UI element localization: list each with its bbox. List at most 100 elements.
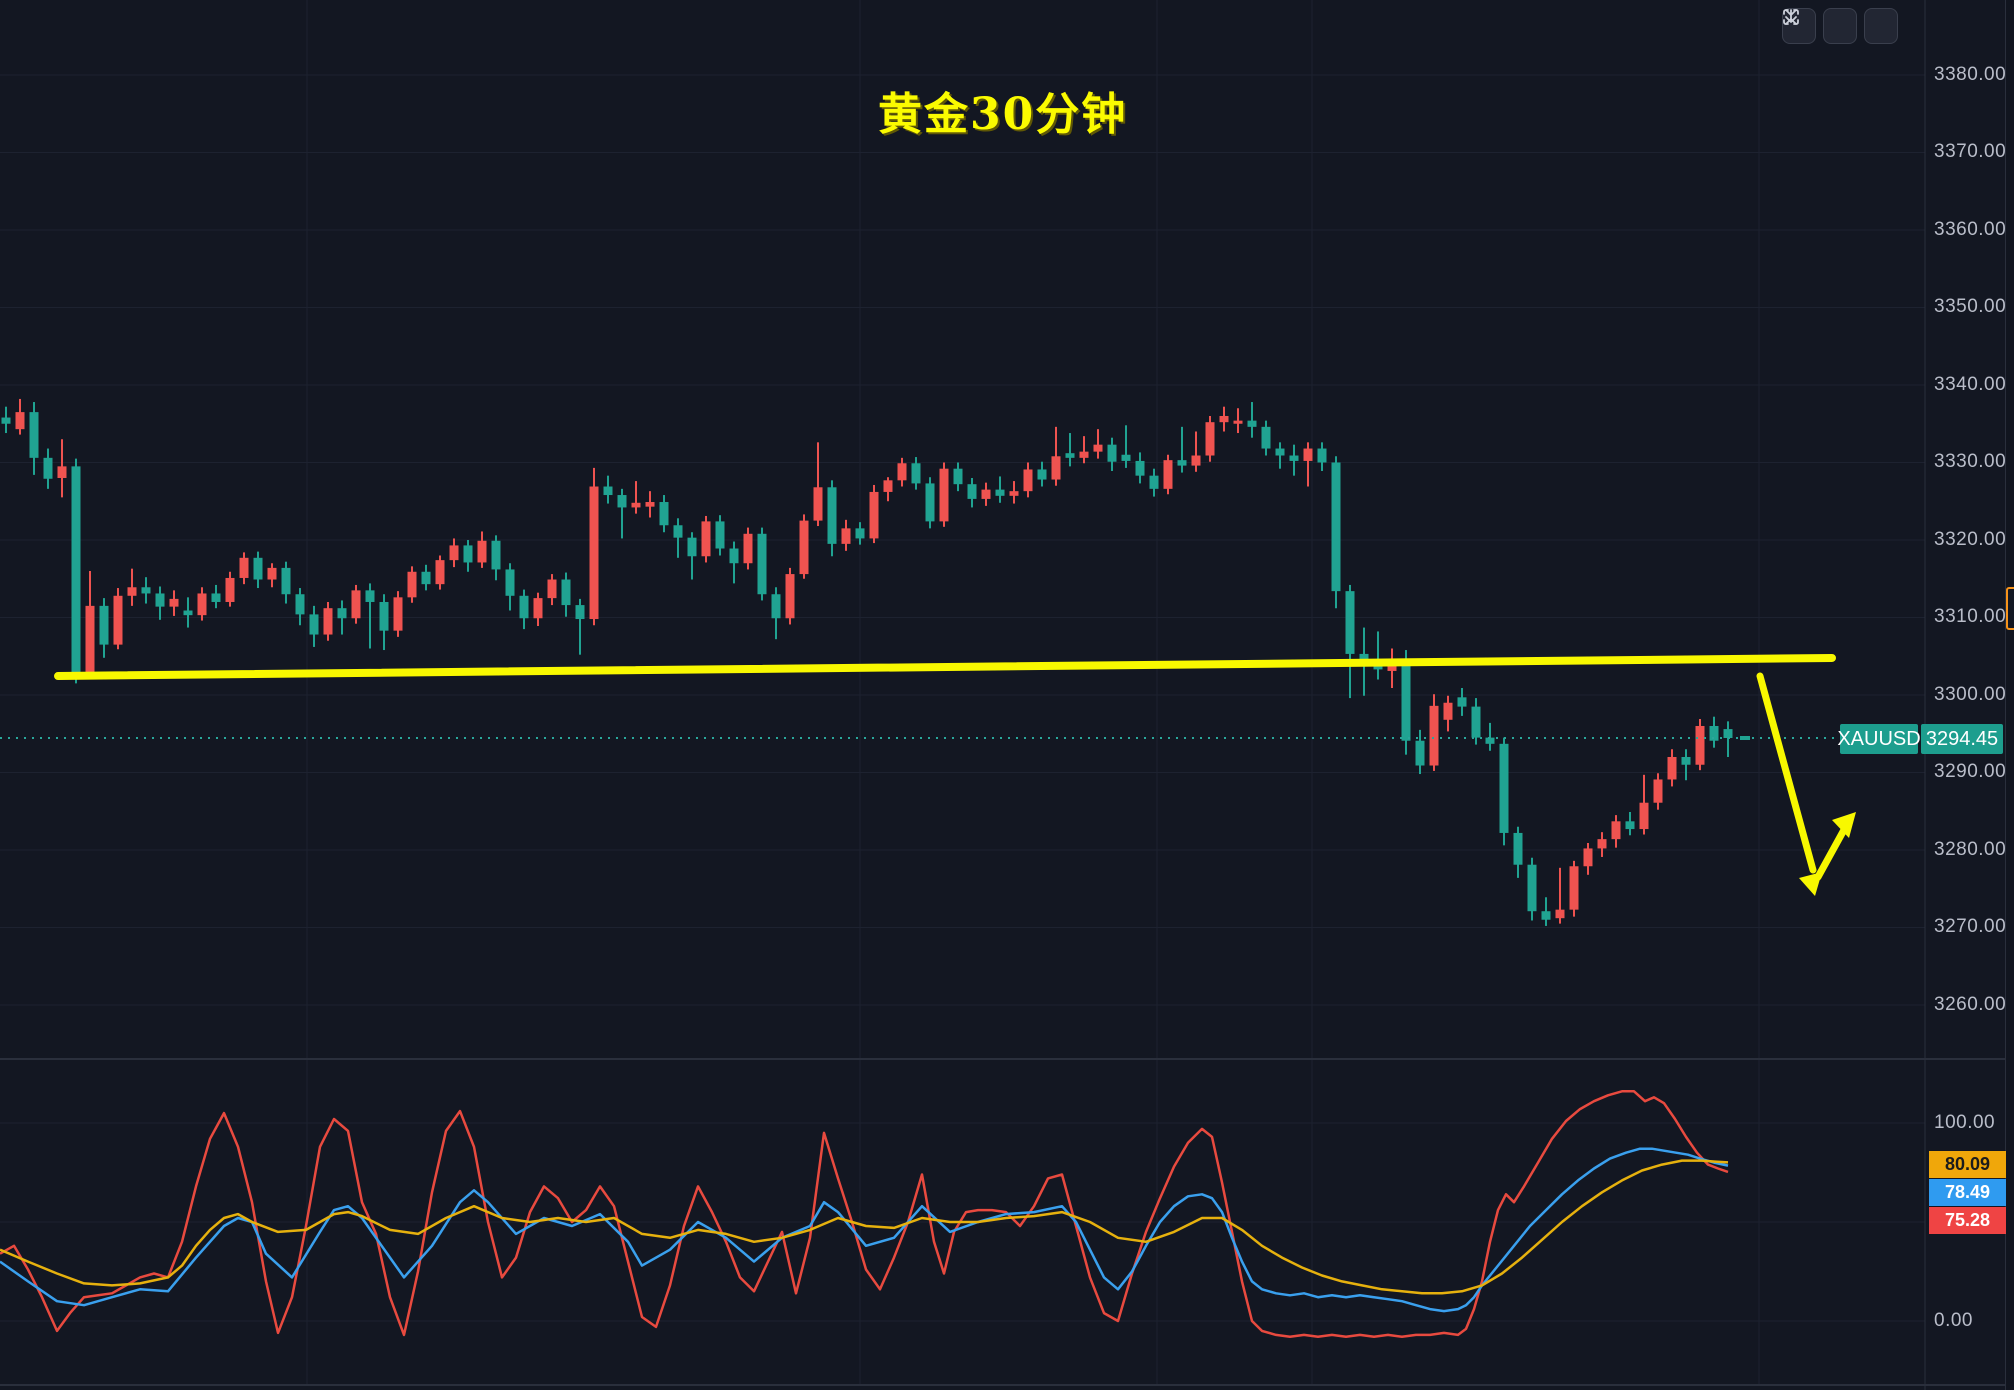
candle [29,402,39,475]
candle [1191,431,1201,472]
candle [71,458,81,684]
candlestick-layer [1,398,1733,926]
last-price-label: 3294.45 [1921,724,2003,754]
candle [841,519,851,551]
candle [883,477,893,502]
scroll-to-latest-button[interactable] [1782,8,1816,44]
candle [309,605,319,647]
candle [575,598,585,655]
candle [561,572,571,617]
candle [1555,867,1565,924]
candle [15,398,25,435]
candle [855,522,865,545]
candle [1,406,11,434]
indicator-lines [0,1090,1729,1339]
candle [491,535,501,581]
candle [1079,436,1089,464]
candle [1653,773,1663,810]
candle [1051,426,1061,486]
candle [281,561,291,604]
candle [1121,425,1131,468]
candle [477,531,487,568]
candle [155,586,165,620]
candle [911,457,921,490]
price-axis-label: 3300.00 [1934,683,2007,705]
candle [603,475,613,504]
candle [897,457,907,487]
candle [1401,650,1411,755]
last-price-tick [1740,736,1750,740]
restore-pane-button[interactable] [1785,8,1857,44]
candle [981,482,991,506]
candle [85,570,95,680]
candle [967,477,977,508]
symbol-price-tag[interactable]: XAUUSD [1837,724,1921,754]
indicator-value-badge: 78.49 [1929,1179,2006,1206]
candle [1149,468,1159,497]
trend-line[interactable] [54,654,1836,680]
candle [687,532,697,580]
candle [267,563,277,588]
candle [519,589,529,630]
candle [337,600,347,635]
candle [1093,429,1103,459]
candle [351,584,361,624]
candle [197,587,207,621]
candle [1247,402,1257,438]
candle [1471,698,1481,745]
candle [253,551,263,589]
candle [323,601,333,641]
candle [211,584,221,609]
candle [435,555,445,590]
alert-price-marker[interactable] [2006,587,2014,630]
candle [505,563,515,611]
price-axis-label: 3270.00 [1934,916,2007,938]
price-axis-label: 3370.00 [1934,141,2007,163]
candle [1485,722,1495,751]
arrow-head-up-icon [1832,812,1856,838]
price-axis-label: 3330.00 [1934,451,2007,473]
candle [617,488,627,539]
axis-right-strip [2005,0,2014,1390]
price-axis-label: 3320.00 [1934,528,2007,550]
candle [141,577,151,604]
candle [533,592,543,627]
indicator-line-D [0,1159,1729,1295]
candle [365,583,375,649]
projection-arrow[interactable] [1756,672,1856,896]
candle [1317,442,1327,472]
candle [1345,584,1355,699]
candle [225,571,235,607]
candle [1275,442,1285,469]
candle [1681,749,1691,781]
candle [631,481,641,514]
candle [239,552,249,585]
candle [939,462,949,527]
candle [1583,843,1593,875]
candle [1415,729,1425,775]
candle [57,439,67,498]
candle [1233,408,1243,434]
indicator-axis-top-label: 100.00 [1934,1112,1996,1133]
candle [1611,815,1621,848]
candle [1107,437,1117,472]
candle [953,462,963,492]
maximize-pane-button[interactable] [1783,8,1898,44]
candle [1219,406,1229,432]
candle [1457,688,1467,716]
candle [449,538,459,568]
candle [1513,826,1523,878]
candle [1443,695,1453,732]
candle [659,495,669,533]
candle [1723,721,1733,757]
price-axis-label: 3280.00 [1934,838,2007,860]
candle [99,598,109,658]
candle [1303,442,1313,487]
candle [1205,415,1215,462]
candle [463,539,473,572]
candle [393,591,403,637]
candle [1667,749,1677,787]
candle [127,568,137,606]
